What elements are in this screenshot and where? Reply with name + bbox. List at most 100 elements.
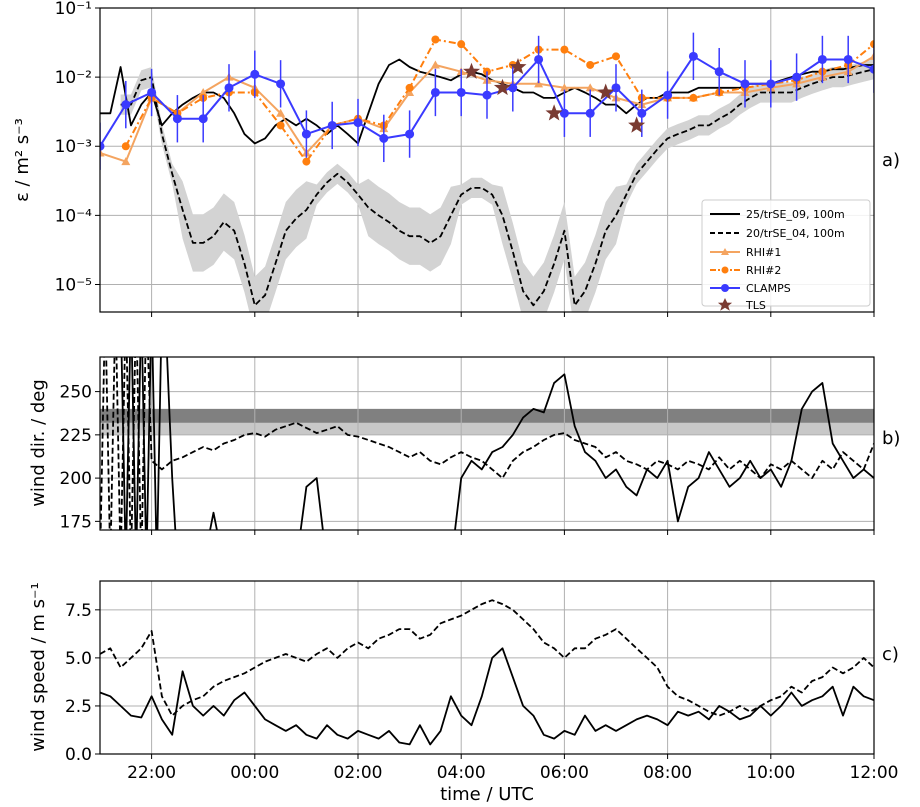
data-point (172, 114, 182, 124)
series-20-trse-04-100m (120, 68, 874, 307)
data-point (276, 108, 286, 117)
data-point (597, 83, 615, 100)
series-line (100, 599, 874, 717)
data-point (482, 90, 492, 100)
data-point (663, 90, 673, 100)
x-tick-label: 12:00 (850, 763, 899, 783)
data-point (302, 157, 311, 166)
series-series-0 (120, 357, 874, 530)
series-line (120, 357, 874, 530)
panel-b-ylabel: wind dir. / deg (28, 379, 49, 507)
series-line (120, 68, 874, 307)
data-point (100, 141, 105, 151)
data-point (147, 87, 157, 97)
y-tick-label: 10⁻⁵ (55, 275, 92, 295)
x-tick-label: 06:00 (540, 763, 589, 783)
panel-c-ticks: 22:00 00:00 02:00 04:00 06:00 08:00 10:00 12:00… (65, 601, 899, 783)
data-point (493, 78, 511, 96)
direction-band-1 (100, 408, 874, 423)
y-tick-label: 200 (60, 469, 92, 489)
data-point (560, 45, 569, 54)
series-tls (463, 58, 646, 133)
data-point (817, 54, 827, 64)
panel-b-wind-direction: 250 225 200 175 wind dir. / deg b) (28, 356, 900, 535)
panel-b-bands (100, 408, 874, 435)
panel-a-frame (99, 7, 875, 313)
data-point (611, 83, 621, 93)
x-axis-label: time / UTC (440, 784, 534, 805)
panel-b-grid (100, 357, 875, 530)
data-point (766, 79, 776, 89)
data-point (430, 87, 440, 97)
panel-b-ticks: 250 225 200 175 (60, 383, 875, 535)
legend-label-20-trSE-04: 20/trSE_04, 100m (746, 227, 845, 240)
data-point (379, 133, 389, 143)
data-point (121, 142, 130, 151)
legend-label-tls: TLS (745, 299, 766, 312)
panel-a-ticks: 10⁻¹ 10⁻² 10⁻³ 10⁻⁴ 10⁻⁵ (55, 0, 875, 317)
y-tick-label: 10⁻³ (55, 137, 92, 157)
data-point (628, 116, 646, 133)
data-point (559, 83, 569, 92)
series-series-1 (100, 599, 874, 717)
legend-label-25-trSE-09: 25/trSE_09, 100m (746, 208, 845, 221)
data-point (740, 79, 750, 89)
data-point (792, 72, 802, 82)
panel-c-grid (100, 581, 875, 755)
panel-c-wind-speed: 22:00 00:00 02:00 04:00 06:00 08:00 10:00 12:00… (28, 580, 899, 805)
data-point (405, 83, 414, 92)
x-tick-label: 10:00 (746, 763, 795, 783)
data-point (430, 60, 440, 69)
series-line (100, 647, 874, 746)
legend-box (701, 199, 871, 307)
x-tick-label: 22:00 (127, 763, 176, 783)
data-point (870, 40, 874, 49)
series-line (100, 357, 874, 530)
data-point (198, 87, 208, 96)
y-tick-label: 10⁻⁴ (55, 206, 93, 226)
legend-marker-tls (717, 298, 733, 311)
data-point (405, 129, 415, 139)
data-point (224, 83, 234, 93)
data-point (714, 67, 724, 77)
panel-c-plot-area (100, 599, 874, 746)
data-point (869, 64, 874, 74)
panel-c-frame (99, 580, 875, 755)
panel-c-label: c) (882, 644, 899, 665)
data-point (121, 100, 131, 110)
legend-label-rhi1: RHI#1 (746, 246, 781, 259)
panel-a-epsilon: 10⁻¹ 10⁻² 10⁻³ 10⁻⁴ 10⁻⁵ ε / m² s⁻³ a) 25/tr… (12, 0, 900, 317)
y-tick-label: 250 (60, 383, 92, 403)
data-point (688, 51, 698, 61)
data-point (843, 54, 853, 64)
data-point (559, 108, 569, 118)
y-tick-label: 225 (60, 426, 92, 446)
panel-a-legend: 25/trSE_09, 100m 20/trSE_04, 100m RHI#1 … (701, 199, 871, 312)
data-point (276, 79, 286, 89)
panel-a-label: a) (882, 150, 900, 171)
data-point (301, 129, 311, 139)
series-series-1 (100, 357, 874, 530)
data-point (585, 108, 595, 118)
panel-b-plot-area (100, 357, 874, 530)
panel-a-plot-area (100, 32, 874, 312)
series-series-0 (100, 647, 874, 746)
y-tick-label: 2.5 (65, 697, 92, 717)
data-point (457, 40, 466, 49)
panel-b-label: b) (882, 428, 900, 449)
legend-label-rhi2: RHI#2 (746, 264, 781, 277)
data-point (689, 93, 698, 102)
legend-marker-clamps (721, 284, 729, 292)
data-point (250, 69, 260, 79)
legend-marker-rhi1 (721, 248, 729, 255)
y-tick-label: 5.0 (65, 649, 92, 669)
data-point (637, 108, 647, 118)
y-tick-label: 175 (60, 512, 92, 532)
uncertainty-shading (120, 59, 874, 312)
data-point (353, 118, 363, 128)
y-tick-label: 10⁻² (55, 68, 92, 88)
x-tick-label: 00:00 (230, 763, 279, 783)
y-tick-label: 0.0 (65, 745, 92, 765)
data-point (431, 35, 440, 44)
